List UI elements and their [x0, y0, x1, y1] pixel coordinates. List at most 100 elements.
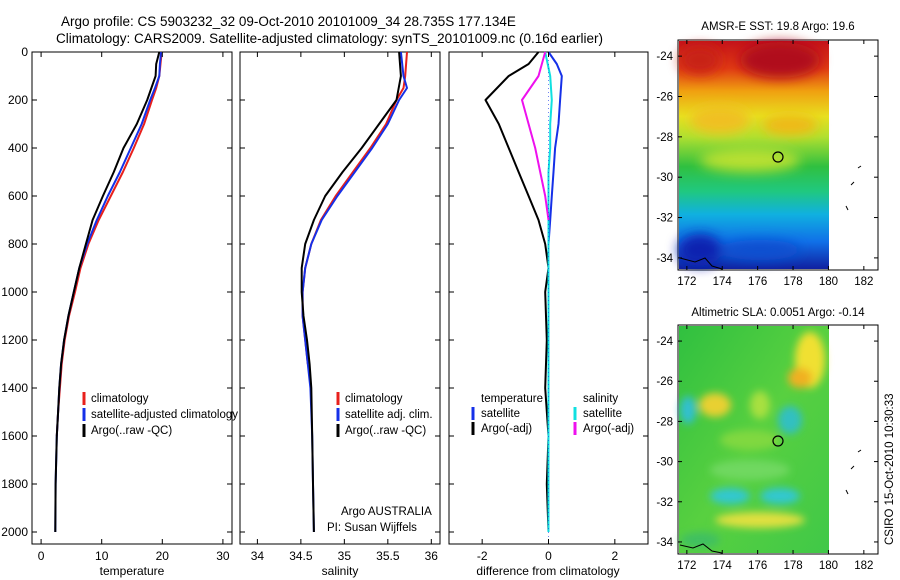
salinity-legend: climatology satellite adj. clim. Argo(..…: [336, 392, 433, 437]
series-line-2: [301, 51, 408, 533]
temperature-xlabel: temperature: [100, 564, 165, 578]
x-tick-label: 20: [156, 549, 170, 563]
temperature-legend: climatology satellite-adjusted climatolo…: [82, 392, 238, 437]
y-tick-label: 1800: [1, 477, 28, 491]
lon-tick-label: 174: [713, 560, 733, 572]
x-tick-label: 2: [611, 549, 618, 563]
legend-sal-satellite-label: satellite: [583, 408, 622, 420]
x-tick-label: 0: [545, 549, 552, 563]
series-line-4: [521, 51, 550, 221]
difference-legend: temperature salinity satellite Argo(-adj…: [471, 393, 634, 435]
sla-map-title: Altimetric SLA: 0.0051 Argo: -0.14: [691, 307, 865, 319]
lat-tick-label: -30: [656, 172, 673, 184]
x-tick-label: 34: [251, 549, 265, 563]
legend-climatology-label: climatology: [91, 393, 149, 405]
sst-coastline: [679, 257, 723, 270]
legend-temp-argo-label: Argo(-adj): [481, 423, 532, 435]
x-tick-label: 0: [38, 549, 45, 563]
figure-title-line1: Argo profile: CS 5903232_32 09-Oct-2010 …: [61, 14, 516, 29]
lat-tick-label: -34: [656, 537, 673, 549]
salinity-panel: 34 34.5 35 35.5 36 climatology satellite adj…: [239, 51, 441, 578]
lat-tick-label: -34: [656, 253, 673, 265]
x-tick-label: 30: [216, 549, 230, 563]
lon-tick-label: 182: [854, 276, 873, 288]
y-tick-label: 400: [8, 141, 28, 155]
lon-tick-label: 174: [713, 276, 733, 288]
lat-tick-label: -28: [656, 416, 673, 428]
legend-satellite-label: satellite-adjusted climatology: [91, 409, 238, 421]
temperature-panel: 0 10 20 30 0 200 400 600 800 1000 1200 1400 1600 1800…: [1, 45, 238, 578]
series-line-3: [300, 51, 402, 533]
lat-tick-label: -24: [656, 336, 673, 348]
lon-tick-label: 182: [854, 560, 873, 572]
y-tick-label: 200: [8, 93, 28, 107]
credit-line1: Argo AUSTRALIA: [341, 506, 432, 518]
y-tick-label: 2000: [1, 525, 28, 539]
lat-tick-label: -32: [656, 497, 673, 509]
y-tick-label: 0: [21, 45, 28, 59]
x-tick-label: 10: [95, 549, 109, 563]
x-tick-label: -2: [477, 549, 488, 563]
sst-islands: [845, 165, 862, 211]
legend-satellite-label: satellite adj. clim.: [345, 409, 433, 421]
lon-tick-label: 180: [819, 276, 838, 288]
lon-tick-label: 172: [677, 560, 696, 572]
lat-tick-label: -30: [656, 457, 673, 469]
sst-float-marker: [772, 151, 784, 163]
sst-map-title: AMSR-E SST: 19.8 Argo: 19.6: [701, 21, 854, 33]
legend-sal-argo-label: Argo(-adj): [583, 423, 634, 435]
lat-tick-label: -26: [656, 91, 673, 103]
temperature-axis: 0 10 20 30 0 200 400 600 800 1000 1200 1400 1600 1800…: [1, 45, 232, 563]
lon-tick-label: 178: [783, 276, 802, 288]
x-tick-label: 35.5: [376, 549, 400, 563]
y-tick-label: 1200: [1, 333, 28, 347]
difference-panel: -2 0 2 temperature salinity satellite Argo…: [448, 51, 649, 578]
difference-xlabel: difference from climatology: [476, 564, 619, 578]
series-line-3: [54, 51, 161, 533]
legend-climatology-label: climatology: [345, 393, 403, 405]
lon-tick-label: 176: [748, 560, 767, 572]
legend-argo-label: Argo(..raw -QC): [91, 425, 172, 437]
lon-tick-label: 176: [748, 276, 767, 288]
series-line-2: [484, 51, 550, 533]
x-tick-label: 35: [338, 549, 352, 563]
lat-tick-label: -26: [656, 376, 673, 388]
sst-map-axes: 172 174 176 178 180 182 -24 -26 -28 -30 -32 -34: [656, 40, 878, 288]
difference-lines: [484, 51, 563, 544]
legend-temp-satellite-label: satellite: [481, 408, 520, 420]
credit-line2: PI: Susan Wijffels: [327, 522, 417, 534]
legend-group-temperature: temperature: [481, 393, 543, 405]
footer-timestamp: CSIRO 15-Oct-2010 10:30:33: [884, 394, 896, 546]
x-tick-label: 34.5: [289, 549, 313, 563]
figure-title-line2: Climatology: CARS2009. Satellite-adjuste…: [56, 31, 603, 46]
y-tick-label: 1600: [1, 429, 28, 443]
y-tick-label: 600: [8, 189, 28, 203]
salinity-lines: [300, 51, 408, 533]
sst-field: [678, 41, 829, 269]
series-line-1: [301, 51, 408, 365]
legend-argo-label: Argo(..raw -QC): [345, 425, 426, 437]
y-tick-label: 800: [8, 237, 28, 251]
salinity-axis: 34 34.5 35 35.5 36: [240, 51, 440, 563]
lat-tick-label: -24: [656, 51, 673, 63]
sla-float-marker: [772, 435, 784, 447]
y-tick-label: 1000: [1, 285, 28, 299]
legend-group-salinity: salinity: [583, 393, 618, 405]
sla-islands: [845, 449, 862, 495]
salinity-xlabel: salinity: [322, 564, 359, 578]
lat-tick-label: -28: [656, 132, 673, 144]
sla-map-axes: 172 174 176 178 180 182 -24 -26 -28 -30 -32 -34: [656, 325, 878, 572]
x-tick-label: 36: [425, 549, 439, 563]
lon-tick-label: 180: [819, 560, 838, 572]
lon-tick-label: 178: [783, 560, 802, 572]
sla-field: [679, 326, 829, 553]
series-line-2: [54, 51, 163, 533]
temperature-lines: [54, 51, 163, 533]
difference-axis: -2 0 2: [449, 51, 648, 563]
sla-coastline: [679, 543, 723, 554]
y-tick-label: 1400: [1, 381, 28, 395]
sla-map-panel: Altimetric SLA: 0.0051 Argo: -0.14: [656, 307, 879, 572]
lon-tick-label: 172: [677, 276, 696, 288]
sst-map-panel: AMSR-E SST: 19.8 Argo: 19.6 172 174 176 178…: [656, 21, 879, 288]
